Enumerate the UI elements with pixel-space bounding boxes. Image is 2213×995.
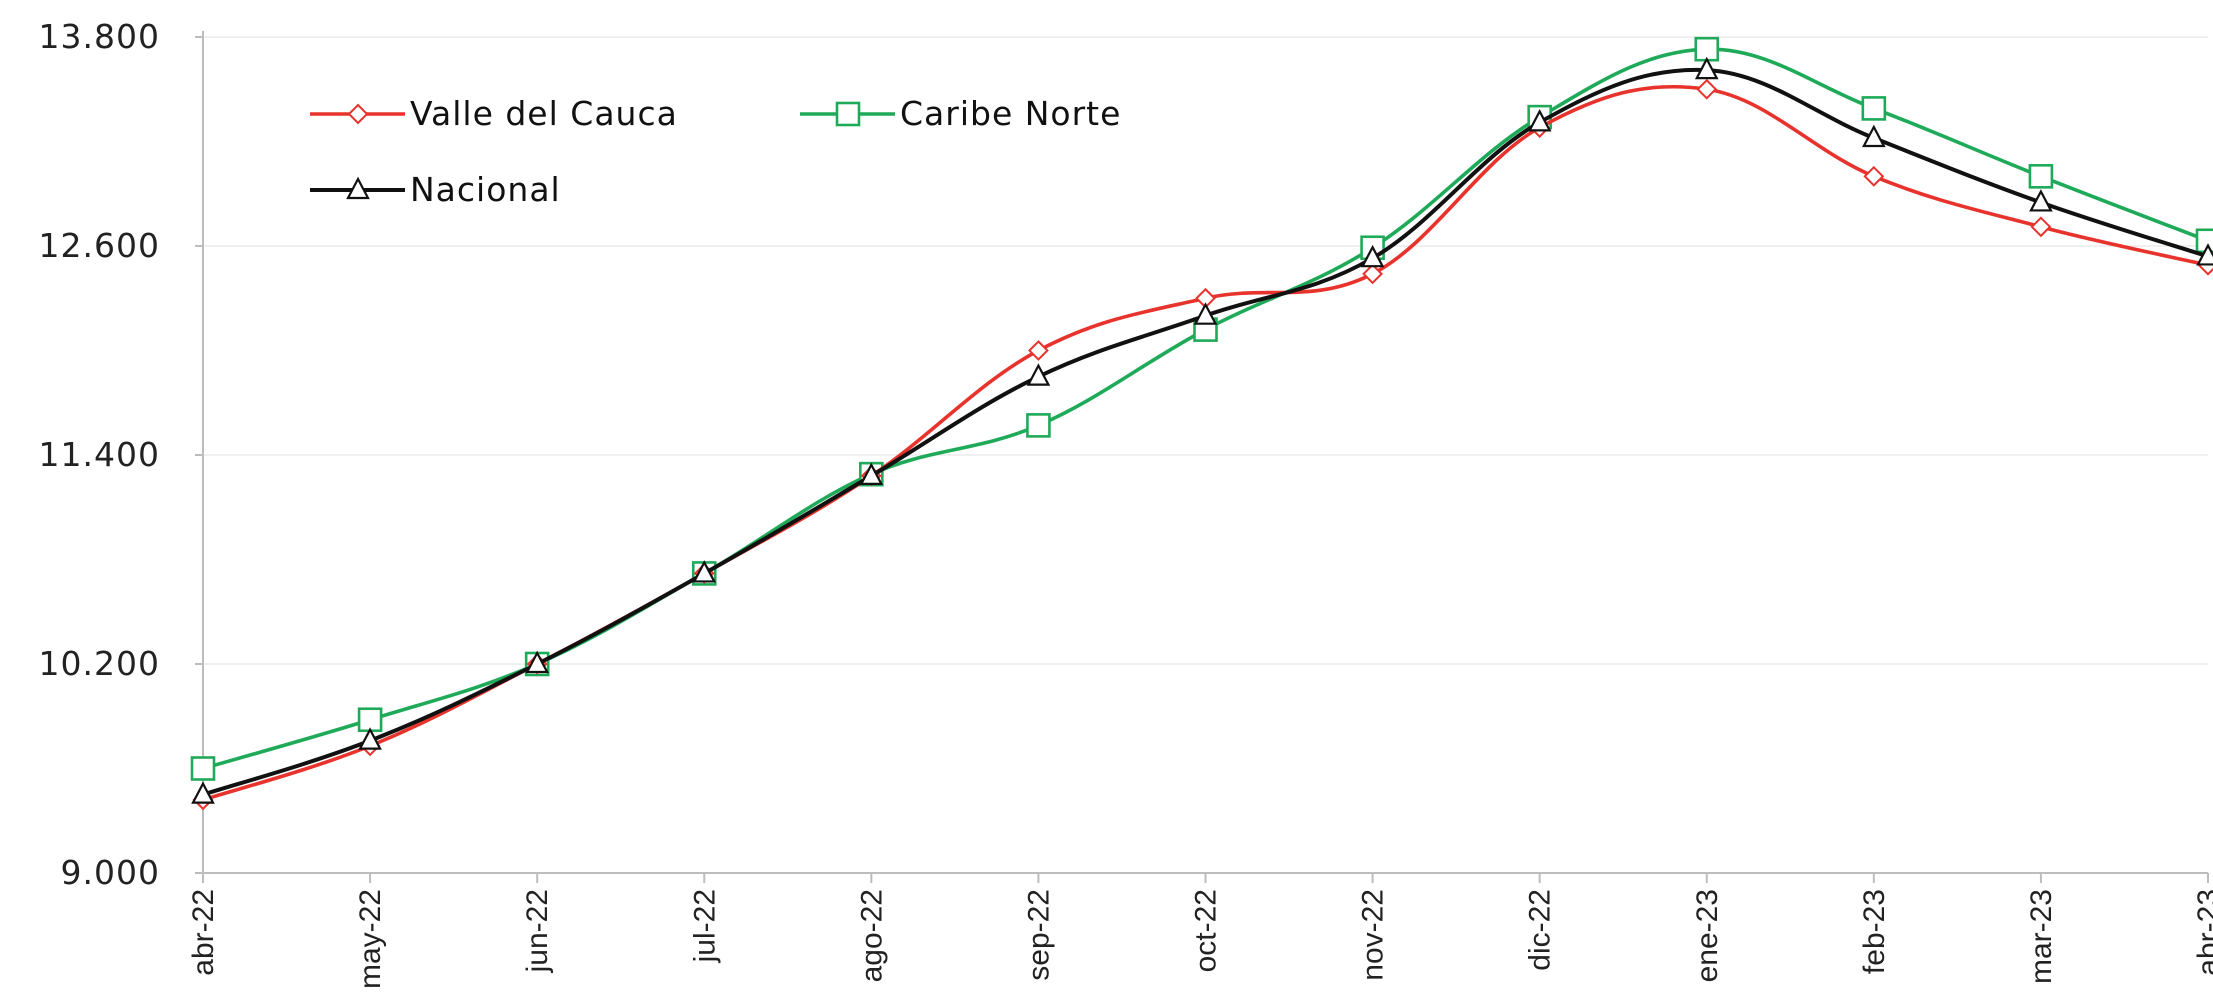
x-tick-label: oct-22 xyxy=(1190,889,1223,972)
legend: Valle del Cauca Caribe Norte Nacional xyxy=(310,94,1121,209)
data-point-nacional xyxy=(1360,244,1385,268)
data-point-nacional xyxy=(1694,56,1719,80)
legend-marker-valle-del-cauca xyxy=(347,103,369,125)
x-tick-label: jul-22 xyxy=(688,889,721,963)
x-tick-label: ago-22 xyxy=(855,889,888,982)
x-tick-label: sep-22 xyxy=(1022,889,1055,981)
legend-item-valle-del-cauca: Valle del Cauca xyxy=(310,94,678,133)
x-tick-label: jun-22 xyxy=(521,889,554,973)
x-tick-label: feb-23 xyxy=(1858,889,1891,974)
data-point-caribe-norte xyxy=(1026,413,1051,438)
data-point-nacional xyxy=(525,650,549,674)
data-point-valle-del-cauca xyxy=(1362,263,1383,285)
x-tick-label: abr-22 xyxy=(187,889,220,976)
y-tick-label: 11.400 xyxy=(39,435,160,474)
x-tick-label: dic-22 xyxy=(1524,889,1557,971)
data-point-nacional xyxy=(1026,363,1051,386)
legend-label-caribe-norte: Caribe Norte xyxy=(900,94,1121,133)
data-point-caribe-norte xyxy=(1861,96,1887,121)
y-tick-label: 10.200 xyxy=(39,644,160,683)
data-point-nacional xyxy=(2029,189,2053,212)
x-tick-label: abr-23 xyxy=(2192,889,2213,976)
data-point-caribe-norte xyxy=(190,756,216,781)
legend-marker-nacional xyxy=(346,176,370,200)
legend-label-valle-del-cauca: Valle del Cauca xyxy=(410,94,678,133)
series-group xyxy=(190,36,2213,811)
x-tick-label: ene-23 xyxy=(1691,889,1724,982)
x-axis-tick-labels: abr-22 may-22 jun-22 jul-22 ago-22 sep-22 oct-… xyxy=(187,889,2213,989)
data-point-nacional xyxy=(1527,108,1552,132)
legend-label-nacional: Nacional xyxy=(410,170,561,209)
x-tick-label: nov-22 xyxy=(1357,889,1390,981)
data-point-nacional xyxy=(1862,124,1886,148)
legend-item-caribe-norte: Caribe Norte xyxy=(800,94,1121,133)
y-tick-label: 9.000 xyxy=(61,853,160,892)
data-point-nacional xyxy=(2196,243,2213,266)
data-point-valle-del-cauca xyxy=(1863,165,1885,187)
y-tick-label: 12.600 xyxy=(39,226,160,265)
legend-marker-caribe-norte xyxy=(835,101,861,127)
data-point-nacional xyxy=(191,781,215,804)
legend-item-nacional: Nacional xyxy=(310,170,561,209)
x-tick-label: mar-23 xyxy=(2025,889,2058,984)
data-point-valle-del-cauca xyxy=(1696,78,1718,100)
data-point-nacional xyxy=(692,560,717,583)
axes xyxy=(195,31,2209,883)
y-axis-tick-labels: 9.000 10.200 11.400 12.600 13.800 xyxy=(39,17,160,892)
data-point-nacional xyxy=(358,727,382,750)
data-point-valle-del-cauca xyxy=(1028,340,1049,361)
grid-lines xyxy=(203,36,2208,665)
data-point-nacional xyxy=(1193,302,1218,325)
data-point-valle-del-cauca xyxy=(2030,216,2052,238)
series-nacional xyxy=(191,56,2213,804)
series-caribe-norte xyxy=(190,36,2213,781)
data-point-caribe-norte xyxy=(2028,164,2054,189)
data-point-nacional xyxy=(859,462,884,485)
x-tick-label: may-22 xyxy=(354,889,387,989)
series-line-caribe-norte xyxy=(201,47,2210,771)
y-tick-label: 13.800 xyxy=(39,17,160,56)
